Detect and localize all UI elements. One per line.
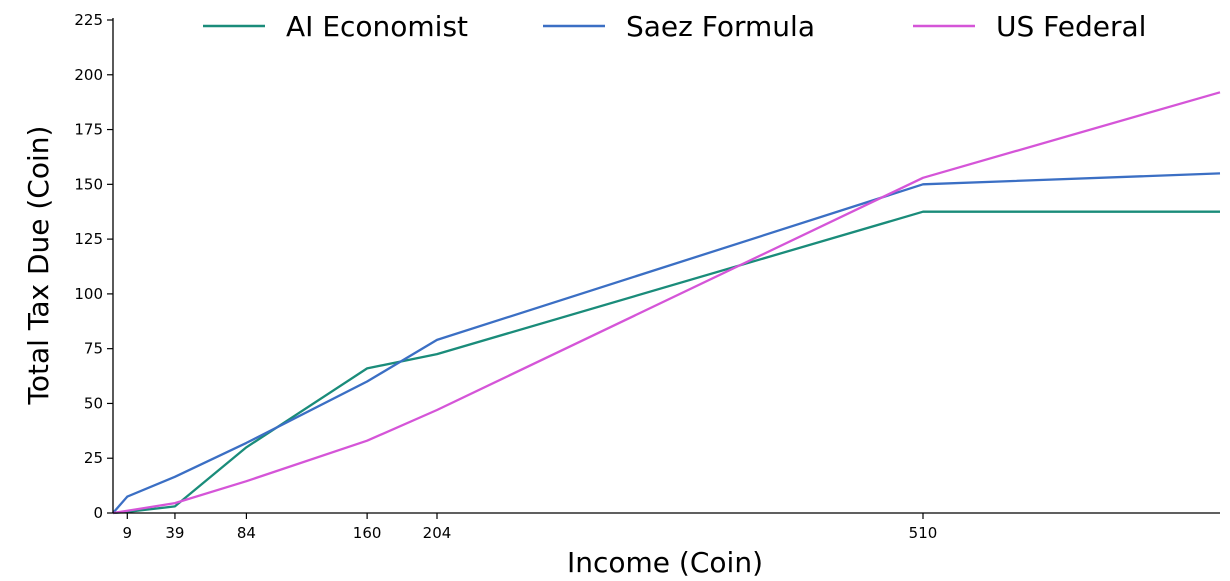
y-axis-title: Total Tax Due (Coin) bbox=[22, 126, 55, 406]
ticks-group: 0 25 50 75 100 125 150 175 200 225 9 39 84 160 204 510 bbox=[74, 11, 937, 542]
axes-group bbox=[112, 18, 1220, 514]
y-tick-label: 150 bbox=[74, 175, 103, 193]
y-tick-label: 0 bbox=[93, 504, 103, 522]
x-tick-label: 9 bbox=[123, 524, 133, 542]
legend-label: Saez Formula bbox=[626, 10, 815, 43]
y-tick-label: 175 bbox=[74, 121, 103, 139]
x-tick-label: 160 bbox=[353, 524, 382, 542]
y-tick-label: 125 bbox=[74, 230, 103, 248]
x-tick-label: 84 bbox=[237, 524, 256, 542]
series-line-us-federal bbox=[112, 91, 1221, 515]
x-tick-label: 39 bbox=[165, 524, 184, 542]
series-line-ai-economist bbox=[112, 210, 1220, 515]
y-tick-label: 25 bbox=[84, 449, 103, 467]
legend-label: AI Economist bbox=[286, 10, 468, 43]
x-tick-label: 510 bbox=[909, 524, 938, 542]
series-line-saez-formula bbox=[112, 172, 1221, 514]
y-tick-label: 75 bbox=[84, 340, 103, 358]
x-tick-label: 204 bbox=[423, 524, 452, 542]
y-tick-label: 50 bbox=[84, 394, 103, 412]
x-axis-title: Income (Coin) bbox=[567, 546, 763, 579]
y-tick-label: 200 bbox=[74, 66, 103, 84]
y-tick-label: 225 bbox=[74, 11, 103, 29]
y-tick-label: 100 bbox=[74, 285, 103, 303]
legend-label: US Federal bbox=[996, 10, 1146, 43]
series-group bbox=[112, 91, 1221, 515]
legend: AI Economist Saez Formula US Federal bbox=[203, 10, 1146, 43]
